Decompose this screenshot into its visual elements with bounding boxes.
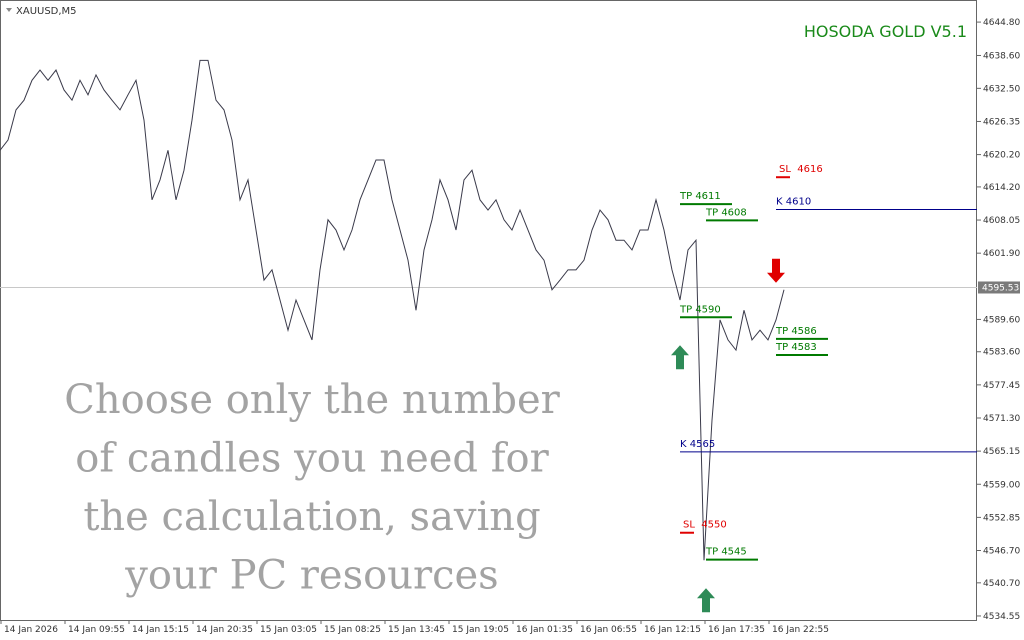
current-price-label: 4595.53 [982, 283, 1019, 293]
x-tick-label: 14 Jan 09:55 [68, 625, 125, 635]
y-tick-label: 4620.20 [983, 151, 1020, 161]
y-tick-label: 4546.70 [983, 547, 1020, 557]
x-tick-label: 15 Jan 08:25 [324, 625, 381, 635]
signal-arrow [767, 258, 785, 283]
x-tick-label: 15 Jan 13:45 [388, 625, 445, 635]
y-tick-label: 4601.90 [983, 249, 1020, 259]
y-tick-label: 4565.15 [983, 447, 1020, 457]
x-tick-label: 16 Jan 06:55 [580, 625, 637, 635]
x-tick-label: 15 Jan 03:05 [260, 625, 317, 635]
y-tick-label: 4626.35 [983, 117, 1020, 127]
current-price-box [978, 281, 1020, 294]
y-tick-label: 4608.05 [983, 216, 1020, 226]
y-tick-label: 4632.50 [983, 84, 1020, 94]
level-label: K 4610 [776, 197, 811, 208]
caption-line: the calculation, saving [83, 494, 540, 540]
level-label: SL 4550 [683, 520, 727, 531]
level-label: K 4565 [680, 439, 715, 450]
y-tick-label: 4638.60 [983, 51, 1020, 61]
caption: Choose only the number of candles you nee… [64, 377, 560, 599]
y-tick-label: 4559.00 [983, 480, 1020, 490]
caption-line: Choose only the number [64, 377, 560, 423]
y-tick-label: 4534.55 [983, 612, 1020, 622]
level-label: TP 4608 [705, 207, 747, 218]
price-line [0, 59, 785, 561]
y-tick-label: 4583.60 [983, 348, 1020, 358]
y-tick-label: 4589.60 [983, 315, 1020, 325]
level-label: TP 4545 [705, 547, 747, 558]
x-tick-label: 16 Jan 17:35 [708, 625, 765, 635]
y-tick-label: 4644.80 [983, 18, 1020, 28]
level-label: SL 4616 [779, 164, 823, 175]
y-tick-label: 4577.45 [983, 381, 1020, 391]
x-tick-label: 16 Jan 12:15 [644, 625, 701, 635]
x-tick-label: 15 Jan 19:05 [452, 625, 509, 635]
y-tick-label: 4614.20 [983, 183, 1020, 193]
level-label: TP 4586 [775, 326, 817, 337]
x-tick-label: 16 Jan 22:55 [772, 625, 829, 635]
x-tick-label: 14 Jan 20:35 [196, 625, 253, 635]
x-tick-label: 16 Jan 01:35 [516, 625, 573, 635]
y-tick-label: 4552.85 [983, 513, 1020, 523]
menu-triangle[interactable] [6, 8, 12, 12]
y-tick-label: 4540.70 [983, 579, 1020, 589]
level-label: TP 4583 [775, 342, 817, 353]
symbol-title: XAUUSD,M5 [16, 6, 77, 17]
x-tick-label: 14 Jan 15:15 [132, 625, 189, 635]
indicator-name: HOSODA GOLD V5.1 [804, 22, 967, 41]
x-tick-label: 14 Jan 2026 [4, 625, 58, 635]
caption-line: your PC resources [124, 553, 498, 599]
signal-arrow [697, 588, 715, 613]
caption-line: of candles you need for [75, 436, 549, 482]
level-label: TP 4590 [679, 304, 721, 315]
level-label: TP 4611 [679, 191, 721, 202]
plot-frame [0, 0, 977, 621]
y-tick-label: 4571.30 [983, 414, 1020, 424]
signal-arrow [671, 345, 689, 370]
